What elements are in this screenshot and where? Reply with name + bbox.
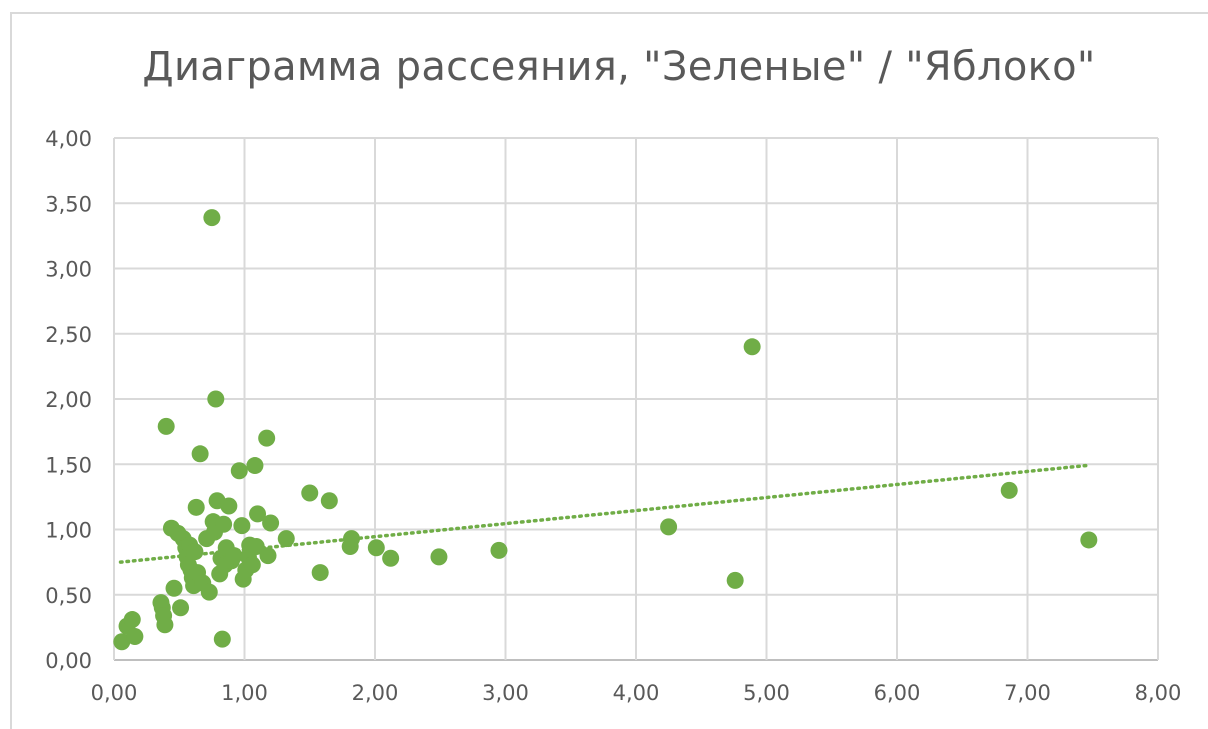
y-tick-label: 4,00 xyxy=(45,127,92,151)
data-point xyxy=(225,547,243,565)
data-point xyxy=(247,537,265,555)
data-point xyxy=(230,462,248,480)
y-tick-label: 0,50 xyxy=(45,584,92,608)
data-point xyxy=(126,628,144,646)
data-point xyxy=(156,616,174,634)
data-point xyxy=(172,599,190,617)
data-point xyxy=(660,518,678,536)
data-point xyxy=(220,497,238,515)
x-tick-label: 4,00 xyxy=(613,681,660,705)
x-tick-label: 3,00 xyxy=(482,681,529,705)
data-point xyxy=(1000,481,1018,499)
data-point xyxy=(1080,531,1098,549)
data-point xyxy=(215,515,233,533)
data-points xyxy=(113,209,1098,651)
data-point xyxy=(207,390,225,408)
data-point xyxy=(311,564,329,582)
data-point xyxy=(320,492,338,510)
data-point xyxy=(246,457,264,475)
y-tick-label: 2,50 xyxy=(45,323,92,347)
data-point xyxy=(301,484,319,502)
data-point xyxy=(191,445,209,463)
x-tick-label: 7,00 xyxy=(1004,681,1051,705)
data-point xyxy=(113,633,131,651)
data-point xyxy=(277,530,295,548)
y-tick-label: 0,00 xyxy=(45,649,92,673)
y-tick-label: 3,00 xyxy=(45,258,92,282)
data-point xyxy=(233,517,251,535)
data-point xyxy=(258,429,276,447)
data-point xyxy=(259,547,277,565)
x-tick-label: 2,00 xyxy=(352,681,399,705)
data-point xyxy=(262,514,280,532)
data-point xyxy=(187,498,205,516)
data-point xyxy=(367,539,385,557)
data-point xyxy=(213,630,231,648)
data-point xyxy=(726,571,744,589)
data-point xyxy=(186,543,204,561)
x-tick-label: 6,00 xyxy=(874,681,921,705)
x-tick-label: 5,00 xyxy=(743,681,790,705)
y-tick-label: 1,00 xyxy=(45,519,92,543)
x-tick-label: 1,00 xyxy=(221,681,268,705)
data-point xyxy=(743,338,761,356)
data-point xyxy=(157,417,175,435)
y-tick-label: 1,50 xyxy=(45,453,92,477)
data-point xyxy=(249,505,267,523)
data-point xyxy=(203,209,221,227)
chart-area xyxy=(10,12,1208,729)
data-point xyxy=(382,549,400,567)
data-point xyxy=(490,541,508,559)
chart-title: Диаграмма рассеяния, "Зеленые" / "Яблоко… xyxy=(142,44,1096,90)
y-axis-tick-labels: 0,00 0,50 1,00 1,50 2,00 2,50 3,00 3,50 4,00 xyxy=(45,127,92,673)
x-tick-label: 0,00 xyxy=(91,681,138,705)
data-point xyxy=(343,530,361,548)
trendline xyxy=(118,463,1088,564)
data-point xyxy=(430,548,448,566)
gridlines xyxy=(113,137,1159,661)
data-point xyxy=(200,583,218,601)
data-point xyxy=(243,556,261,574)
y-tick-label: 2,00 xyxy=(45,388,92,412)
data-point xyxy=(165,579,183,597)
y-tick-label: 3,50 xyxy=(45,192,92,216)
x-tick-label: 8,00 xyxy=(1135,681,1182,705)
data-point xyxy=(123,611,141,629)
x-axis-tick-labels: 0,00 1,00 2,00 3,00 4,00 5,00 6,00 7,00 8,00 xyxy=(91,681,1182,705)
